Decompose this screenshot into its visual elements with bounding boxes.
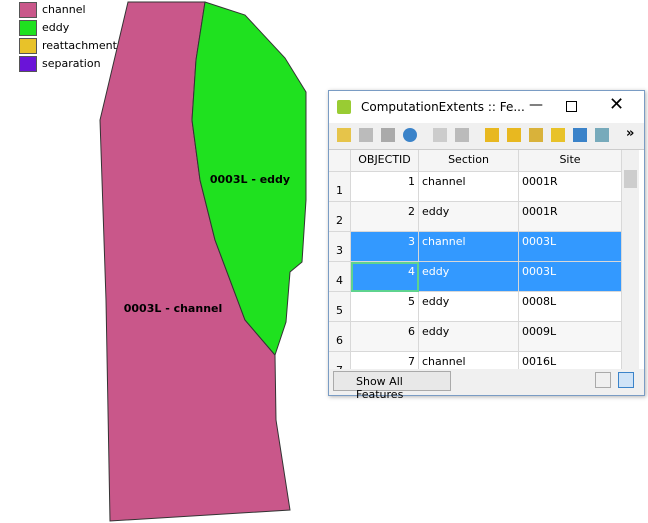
- legend-label: channel: [42, 3, 86, 16]
- column-header[interactable]: OBJECTID: [351, 150, 419, 172]
- table-cell[interactable]: channel: [419, 172, 519, 202]
- legend-swatch: [19, 2, 37, 18]
- column-header[interactable]: Site: [519, 150, 622, 172]
- legend-label: reattachment: [42, 39, 117, 52]
- legend-swatch: [19, 38, 37, 54]
- table-cell[interactable]: 0016L: [519, 352, 622, 369]
- button-label: Show All Features: [356, 375, 404, 401]
- corner-header: [329, 150, 351, 172]
- table-cell[interactable]: eddy: [419, 292, 519, 322]
- minimize-button[interactable]: —: [529, 97, 543, 113]
- select-expression-button[interactable]: [485, 128, 499, 142]
- form-view-button[interactable]: [595, 372, 611, 388]
- table-cell[interactable]: eddy: [419, 202, 519, 232]
- table-cell[interactable]: 5: [351, 292, 419, 322]
- multi-edit-button[interactable]: [359, 128, 373, 142]
- row-header[interactable]: 7: [329, 352, 351, 369]
- delete-button[interactable]: [455, 128, 469, 142]
- app-icon: [337, 100, 351, 114]
- row-header[interactable]: 5: [329, 292, 351, 322]
- toggle-edit-button[interactable]: [337, 128, 351, 142]
- attribute-window: ComputationExtents :: Fe... — ✕ » OBJECT…: [328, 90, 645, 401]
- map-label: 0003L - channel: [124, 302, 223, 315]
- table-cell[interactable]: 7: [351, 352, 419, 369]
- filter-button[interactable]: [573, 128, 587, 142]
- deselect-button[interactable]: [551, 128, 565, 142]
- reload-button[interactable]: [403, 128, 417, 142]
- table-cell[interactable]: 1: [351, 172, 419, 202]
- table-cell[interactable]: channel: [419, 352, 519, 369]
- legend-label: eddy: [42, 21, 70, 34]
- row-header[interactable]: 2: [329, 202, 351, 232]
- table-cell[interactable]: 0001R: [519, 202, 622, 232]
- toolbar: »: [329, 123, 644, 149]
- window-title: ComputationExtents :: Fe...: [361, 100, 525, 114]
- invert-selection-button[interactable]: [529, 128, 543, 142]
- close-button[interactable]: ✕: [609, 94, 625, 115]
- move-top-button[interactable]: [595, 128, 609, 142]
- table-cell[interactable]: 2: [351, 202, 419, 232]
- maximize-button[interactable]: [566, 101, 577, 112]
- row-header[interactable]: 6: [329, 322, 351, 352]
- legend-swatch: [19, 56, 37, 72]
- table-cell[interactable]: 0008L: [519, 292, 622, 322]
- legend-swatch: [19, 20, 37, 36]
- column-header[interactable]: Section: [419, 150, 519, 172]
- eddy-polygon: [191, 1, 307, 356]
- table-view-button[interactable]: [618, 372, 634, 388]
- table-cell[interactable]: 0009L: [519, 322, 622, 352]
- attribute-table: OBJECTID Section Site 1 1 channel 0001R 2 2 eddy 0…: [329, 149, 644, 369]
- table-cell[interactable]: 0003L: [519, 232, 622, 262]
- select-all-button[interactable]: [507, 128, 521, 142]
- more-button[interactable]: »: [626, 126, 635, 141]
- table-cell[interactable]: 0001R: [519, 172, 622, 202]
- table-cell[interactable]: eddy: [419, 262, 519, 292]
- map-label: 0003L - eddy: [210, 173, 290, 186]
- add-feature-button[interactable]: [433, 128, 447, 142]
- current-cell-frame: [351, 262, 419, 292]
- table-cell[interactable]: channel: [419, 232, 519, 262]
- title-bar: ComputationExtents :: Fe... — ✕: [329, 91, 644, 123]
- table-cell[interactable]: 3: [351, 232, 419, 262]
- save-button[interactable]: [381, 128, 395, 142]
- scroll-thumb[interactable]: [624, 170, 637, 188]
- table-cell[interactable]: eddy: [419, 322, 519, 352]
- show-features-button[interactable]: Show All Features: [333, 371, 451, 401]
- row-header[interactable]: 1: [329, 172, 351, 202]
- scrollbar[interactable]: [622, 150, 639, 369]
- row-header[interactable]: 4: [329, 262, 351, 292]
- legend-label: separation: [42, 57, 101, 70]
- table-cell[interactable]: 0003L: [519, 262, 622, 292]
- row-header[interactable]: 3: [329, 232, 351, 262]
- table-cell[interactable]: 6: [351, 322, 419, 352]
